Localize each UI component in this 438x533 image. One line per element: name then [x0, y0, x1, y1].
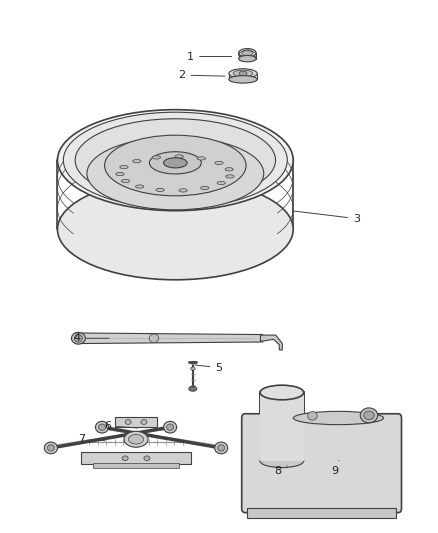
- Ellipse shape: [189, 386, 197, 391]
- Ellipse shape: [260, 454, 304, 467]
- Text: 9: 9: [331, 461, 339, 476]
- Ellipse shape: [166, 424, 173, 430]
- Text: 7: 7: [78, 434, 105, 445]
- Ellipse shape: [260, 385, 304, 400]
- Ellipse shape: [125, 419, 131, 424]
- Ellipse shape: [217, 181, 226, 184]
- Ellipse shape: [360, 408, 378, 423]
- Ellipse shape: [122, 456, 128, 461]
- Ellipse shape: [144, 456, 150, 461]
- Ellipse shape: [75, 119, 276, 201]
- Ellipse shape: [175, 155, 184, 158]
- Ellipse shape: [307, 411, 317, 420]
- Text: 2: 2: [178, 70, 225, 80]
- Ellipse shape: [120, 165, 128, 169]
- Ellipse shape: [179, 189, 187, 192]
- Ellipse shape: [128, 434, 144, 444]
- Ellipse shape: [136, 185, 144, 188]
- Ellipse shape: [218, 445, 225, 451]
- Bar: [93, 463, 179, 469]
- Ellipse shape: [74, 334, 82, 342]
- Bar: [115, 417, 157, 427]
- Ellipse shape: [233, 70, 253, 77]
- Bar: [81, 453, 191, 464]
- Ellipse shape: [197, 157, 205, 160]
- Ellipse shape: [293, 411, 384, 425]
- Polygon shape: [75, 333, 263, 344]
- Bar: [247, 508, 396, 518]
- Bar: [260, 392, 304, 461]
- Polygon shape: [261, 335, 283, 350]
- Ellipse shape: [95, 421, 109, 433]
- Ellipse shape: [191, 387, 195, 390]
- Ellipse shape: [242, 50, 253, 56]
- Text: 4: 4: [74, 333, 109, 343]
- Ellipse shape: [124, 431, 148, 447]
- Ellipse shape: [163, 421, 177, 433]
- Text: 6: 6: [104, 421, 138, 431]
- Ellipse shape: [141, 419, 147, 424]
- Ellipse shape: [215, 161, 223, 165]
- Ellipse shape: [64, 112, 287, 208]
- Ellipse shape: [121, 179, 130, 183]
- Ellipse shape: [215, 442, 228, 454]
- FancyBboxPatch shape: [242, 414, 402, 513]
- Text: 8: 8: [274, 466, 287, 476]
- Ellipse shape: [44, 442, 57, 454]
- Text: 3: 3: [294, 211, 360, 224]
- Ellipse shape: [57, 179, 293, 280]
- Text: 1: 1: [187, 52, 232, 61]
- Ellipse shape: [239, 55, 256, 62]
- Ellipse shape: [99, 424, 106, 430]
- Ellipse shape: [149, 152, 201, 174]
- Ellipse shape: [239, 71, 247, 76]
- Ellipse shape: [71, 333, 85, 344]
- Ellipse shape: [201, 187, 209, 190]
- Ellipse shape: [87, 137, 264, 210]
- Ellipse shape: [156, 188, 164, 191]
- Ellipse shape: [149, 334, 159, 343]
- Ellipse shape: [47, 445, 54, 451]
- Text: 5: 5: [195, 362, 223, 373]
- Ellipse shape: [57, 110, 293, 211]
- Ellipse shape: [116, 172, 124, 176]
- Ellipse shape: [229, 76, 257, 83]
- Ellipse shape: [226, 175, 234, 178]
- Ellipse shape: [191, 367, 195, 370]
- Ellipse shape: [225, 168, 233, 171]
- Ellipse shape: [152, 156, 160, 159]
- Ellipse shape: [229, 69, 257, 78]
- Ellipse shape: [105, 135, 246, 196]
- Ellipse shape: [163, 158, 187, 168]
- Ellipse shape: [364, 411, 374, 419]
- Ellipse shape: [133, 159, 141, 163]
- Ellipse shape: [239, 49, 256, 57]
